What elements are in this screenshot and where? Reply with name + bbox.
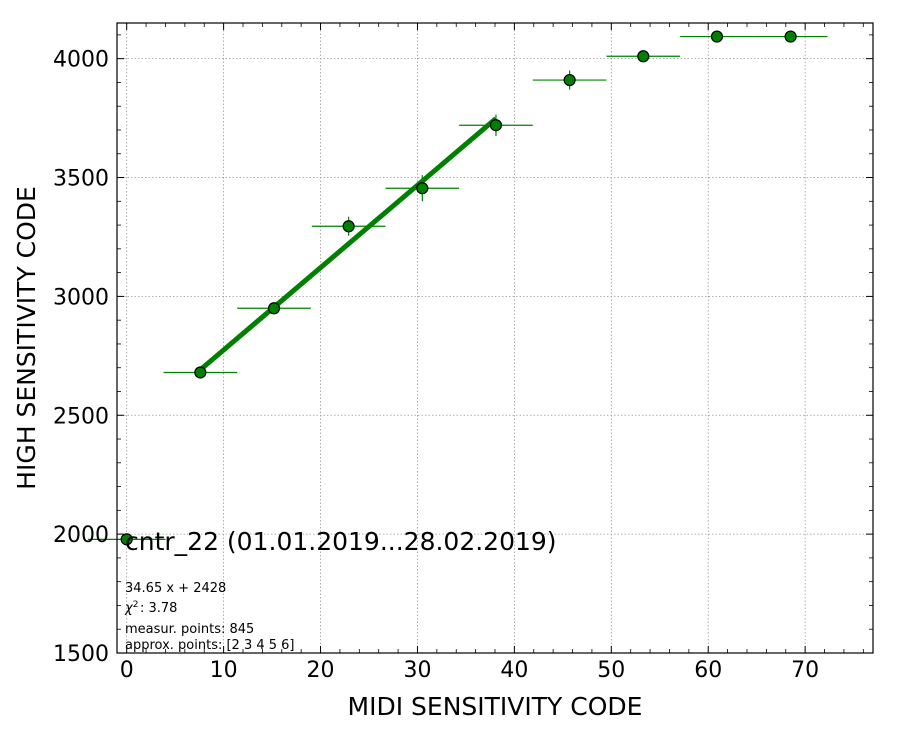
y-tick-label: 4000 xyxy=(53,48,109,73)
axis-ticks xyxy=(117,23,873,654)
point-marker xyxy=(637,50,650,63)
x-tick-label: 0 xyxy=(120,658,134,683)
point-marker xyxy=(563,73,576,87)
data-point xyxy=(459,114,533,136)
grid xyxy=(117,23,873,654)
data-point xyxy=(385,175,460,202)
data-point xyxy=(606,50,681,63)
chi-square-symbol: χ2 xyxy=(124,600,138,616)
x-tick-labels: 0 10 20 30 40 50 60 70 xyxy=(120,658,819,683)
data-points xyxy=(87,30,828,546)
data-point xyxy=(753,30,828,43)
y-tick-label: 3000 xyxy=(53,285,109,310)
fit-equation: 34.65 x + 2428 xyxy=(125,581,226,596)
point-marker xyxy=(120,533,133,546)
fit-line xyxy=(198,116,498,372)
x-tick-label: 30 xyxy=(403,658,431,683)
fit-line-layer xyxy=(198,116,498,372)
x-tick-label: 60 xyxy=(694,658,722,683)
fit-annotations: 34.65 x + 2428 χ2 : 3.78 measur. points:… xyxy=(124,581,295,653)
data-point xyxy=(237,302,311,315)
point-marker xyxy=(416,182,429,195)
legend-label: cntr_22 (01.01.2019...28.02.2019) xyxy=(125,527,557,556)
data-point xyxy=(680,30,754,43)
y-tick-label: 1500 xyxy=(53,642,109,667)
data-point xyxy=(532,70,607,90)
point-marker xyxy=(784,30,797,43)
x-tick-label: 20 xyxy=(307,658,335,683)
point-marker xyxy=(267,302,281,315)
x-tick-label: 40 xyxy=(500,658,528,683)
x-axis-label: MIDI SENSITIVITY CODE xyxy=(348,692,643,721)
approx-points: approx. points: [2 3 4 5 6] xyxy=(125,638,295,653)
point-marker xyxy=(710,30,724,43)
y-tick-labels: 1500 2000 2500 3000 3500 4000 xyxy=(53,48,109,667)
chi-square-value: : 3.78 xyxy=(140,601,177,616)
data-point xyxy=(87,533,166,546)
x-tick-label: 10 xyxy=(210,658,238,683)
measured-points: measur. points: 845 xyxy=(125,622,254,637)
x-tick-label: 70 xyxy=(791,658,819,683)
point-marker xyxy=(194,366,207,379)
data-point xyxy=(163,366,238,379)
x-tick-label: 50 xyxy=(597,658,625,683)
point-marker xyxy=(342,220,355,233)
y-tick-label: 2000 xyxy=(53,523,109,548)
y-tick-label: 2500 xyxy=(53,404,109,429)
data-point xyxy=(311,216,386,236)
point-marker xyxy=(489,119,503,132)
y-axis-label: HIGH SENSITIVITY CODE xyxy=(12,186,41,490)
y-tick-label: 3500 xyxy=(53,167,109,192)
